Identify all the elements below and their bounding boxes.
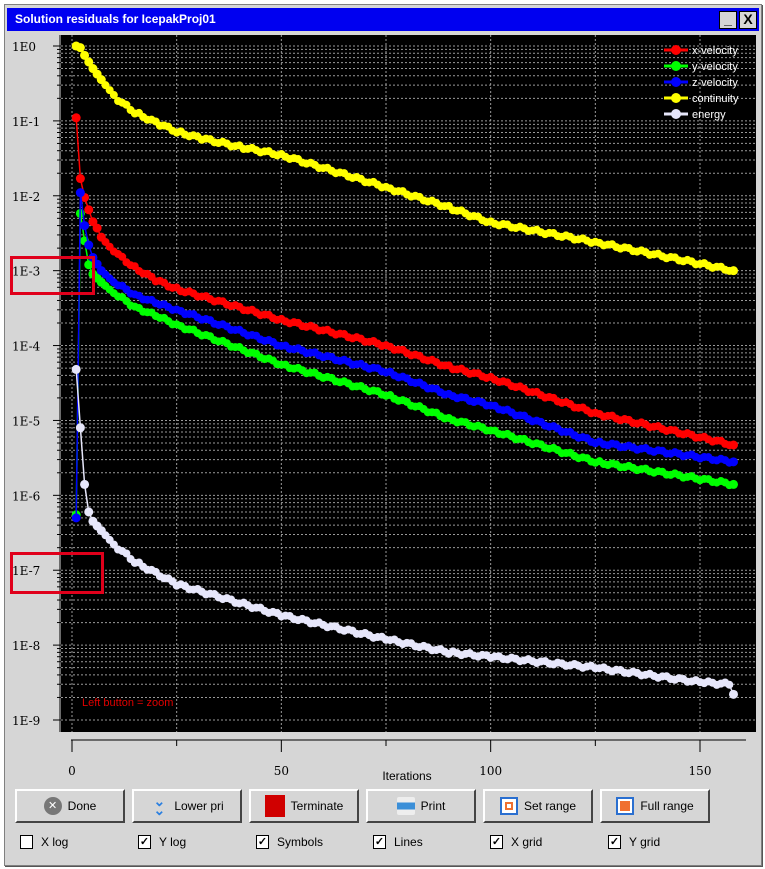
legend-label: energy <box>692 109 726 121</box>
x-axis-label: Iterations <box>382 769 431 783</box>
y-tick-label: 1E-6 <box>12 489 40 503</box>
printer-icon <box>396 797 415 815</box>
minimize-button[interactable]: _ <box>719 11 737 29</box>
y-tick-label: 1E-5 <box>12 414 40 428</box>
data-point <box>725 680 734 689</box>
legend-marker <box>671 77 681 87</box>
x-log-box[interactable] <box>20 835 33 849</box>
set-range-label: Set range <box>523 799 577 813</box>
close-button[interactable]: X <box>739 11 757 29</box>
y-log-checkbox[interactable]: ✓ Y log <box>138 835 186 849</box>
y-tick-label: 1E-7 <box>12 564 40 578</box>
data-point <box>75 174 85 184</box>
data-point <box>80 221 90 231</box>
series-x-velocity: x-velocity <box>71 45 738 450</box>
legend-label: x-velocity <box>692 45 738 57</box>
print-button[interactable]: Print <box>366 789 476 823</box>
series-continuity: continuity <box>71 41 739 276</box>
done-button[interactable]: ✕ Done <box>15 789 125 823</box>
x-grid-label: X grid <box>511 835 543 849</box>
data-point <box>728 266 738 276</box>
residual-chart[interactable]: 1E0 1E-1 1E-2 1E-3 1E-4 1E-5 1E-6 1E-7 1E-8 1E-9 0… <box>0 0 765 790</box>
symbols-checkbox[interactable]: ✓ Symbols <box>256 835 323 849</box>
print-label: Print <box>420 799 446 813</box>
legend-label: z-velocity <box>692 77 738 89</box>
x-tick-label: 0 <box>68 764 76 778</box>
lower-priority-button[interactable]: ⌄ ⌄ Lower pri <box>132 789 242 823</box>
data-point <box>84 57 94 67</box>
y-log-box[interactable]: ✓ <box>138 835 151 849</box>
y-log-label: Y log <box>159 835 187 849</box>
terminate-button[interactable]: Terminate <box>249 789 359 823</box>
series-energy: energy <box>71 109 738 699</box>
data-point <box>71 513 81 523</box>
x-log-checkbox[interactable]: X log <box>20 835 68 849</box>
title-bar: Solution residuals for IcepakProj01 _ X <box>7 8 759 31</box>
legend-marker <box>671 109 681 119</box>
data-point <box>728 457 738 467</box>
series-z-velocity: z-velocity <box>71 77 738 523</box>
lower-priority-label: Lower pri <box>174 799 224 813</box>
data-point <box>80 479 90 489</box>
window-title: Solution residuals for IcepakProj01 <box>15 12 216 26</box>
data-point <box>118 252 127 261</box>
legend-marker <box>671 45 681 55</box>
y-tick-label: 1E-4 <box>12 340 41 354</box>
x-tick-label: 50 <box>274 764 289 778</box>
data-point <box>122 549 131 558</box>
x-grid-box[interactable]: ✓ <box>490 835 503 849</box>
y-grid-checkbox[interactable]: ✓ Y grid <box>608 835 660 849</box>
data-point <box>84 507 94 517</box>
data-point <box>109 91 118 100</box>
symbols-label: Symbols <box>277 835 324 849</box>
y-tick-label: 1E-1 <box>12 115 40 129</box>
x-log-label: X log <box>41 835 69 849</box>
legend-marker <box>671 93 681 103</box>
full-range-icon <box>616 797 635 815</box>
data-point <box>92 223 102 233</box>
legend-label: continuity <box>692 93 739 105</box>
data-point <box>84 205 94 215</box>
data-point <box>84 240 94 250</box>
x-grid-checkbox[interactable]: ✓ X grid <box>490 835 542 849</box>
y-grid-label: Y grid <box>629 835 661 849</box>
done-label: Done <box>67 799 97 813</box>
y-tick-label: 1E-8 <box>12 639 40 653</box>
lines-box[interactable]: ✓ <box>373 835 386 849</box>
stop-square-icon <box>264 795 285 817</box>
full-range-label: Full range <box>640 799 694 813</box>
data-point <box>728 479 738 489</box>
y-tick-label: 1E-3 <box>12 265 40 279</box>
double-chevron-down-icon: ⌄ ⌄ <box>153 793 166 818</box>
y-tick-label: 1E-9 <box>12 714 40 728</box>
highlight-box-1e-3 <box>10 256 95 295</box>
data-point <box>71 113 81 123</box>
y-grid-box[interactable]: ✓ <box>608 835 621 849</box>
highlight-box-1e-7 <box>10 552 104 594</box>
full-range-button[interactable]: Full range <box>600 789 710 823</box>
terminate-label: Terminate <box>290 799 344 813</box>
data-point <box>728 440 738 450</box>
close-circle-icon: ✕ <box>43 797 62 815</box>
zoom-hint: Left button = zoom <box>82 697 173 709</box>
lines-label: Lines <box>394 835 423 849</box>
set-range-icon <box>499 797 518 815</box>
data-point <box>71 364 81 374</box>
data-point <box>84 260 94 270</box>
x-tick-label: 100 <box>479 764 502 778</box>
data-point <box>80 50 90 60</box>
set-range-button[interactable]: Set range <box>483 789 593 823</box>
data-point <box>88 217 98 227</box>
data-point <box>728 689 738 699</box>
y-tick-label: 1E-2 <box>12 190 40 204</box>
lines-checkbox[interactable]: ✓ Lines <box>373 835 423 849</box>
y-tick-label: 1E0 <box>12 40 36 54</box>
legend-label: y-velocity <box>692 61 738 73</box>
legend-marker <box>671 61 681 71</box>
data-point <box>75 43 85 53</box>
data-point <box>75 188 85 198</box>
symbols-box[interactable]: ✓ <box>256 835 269 849</box>
data-point <box>75 423 85 433</box>
x-tick-label: 150 <box>689 764 712 778</box>
